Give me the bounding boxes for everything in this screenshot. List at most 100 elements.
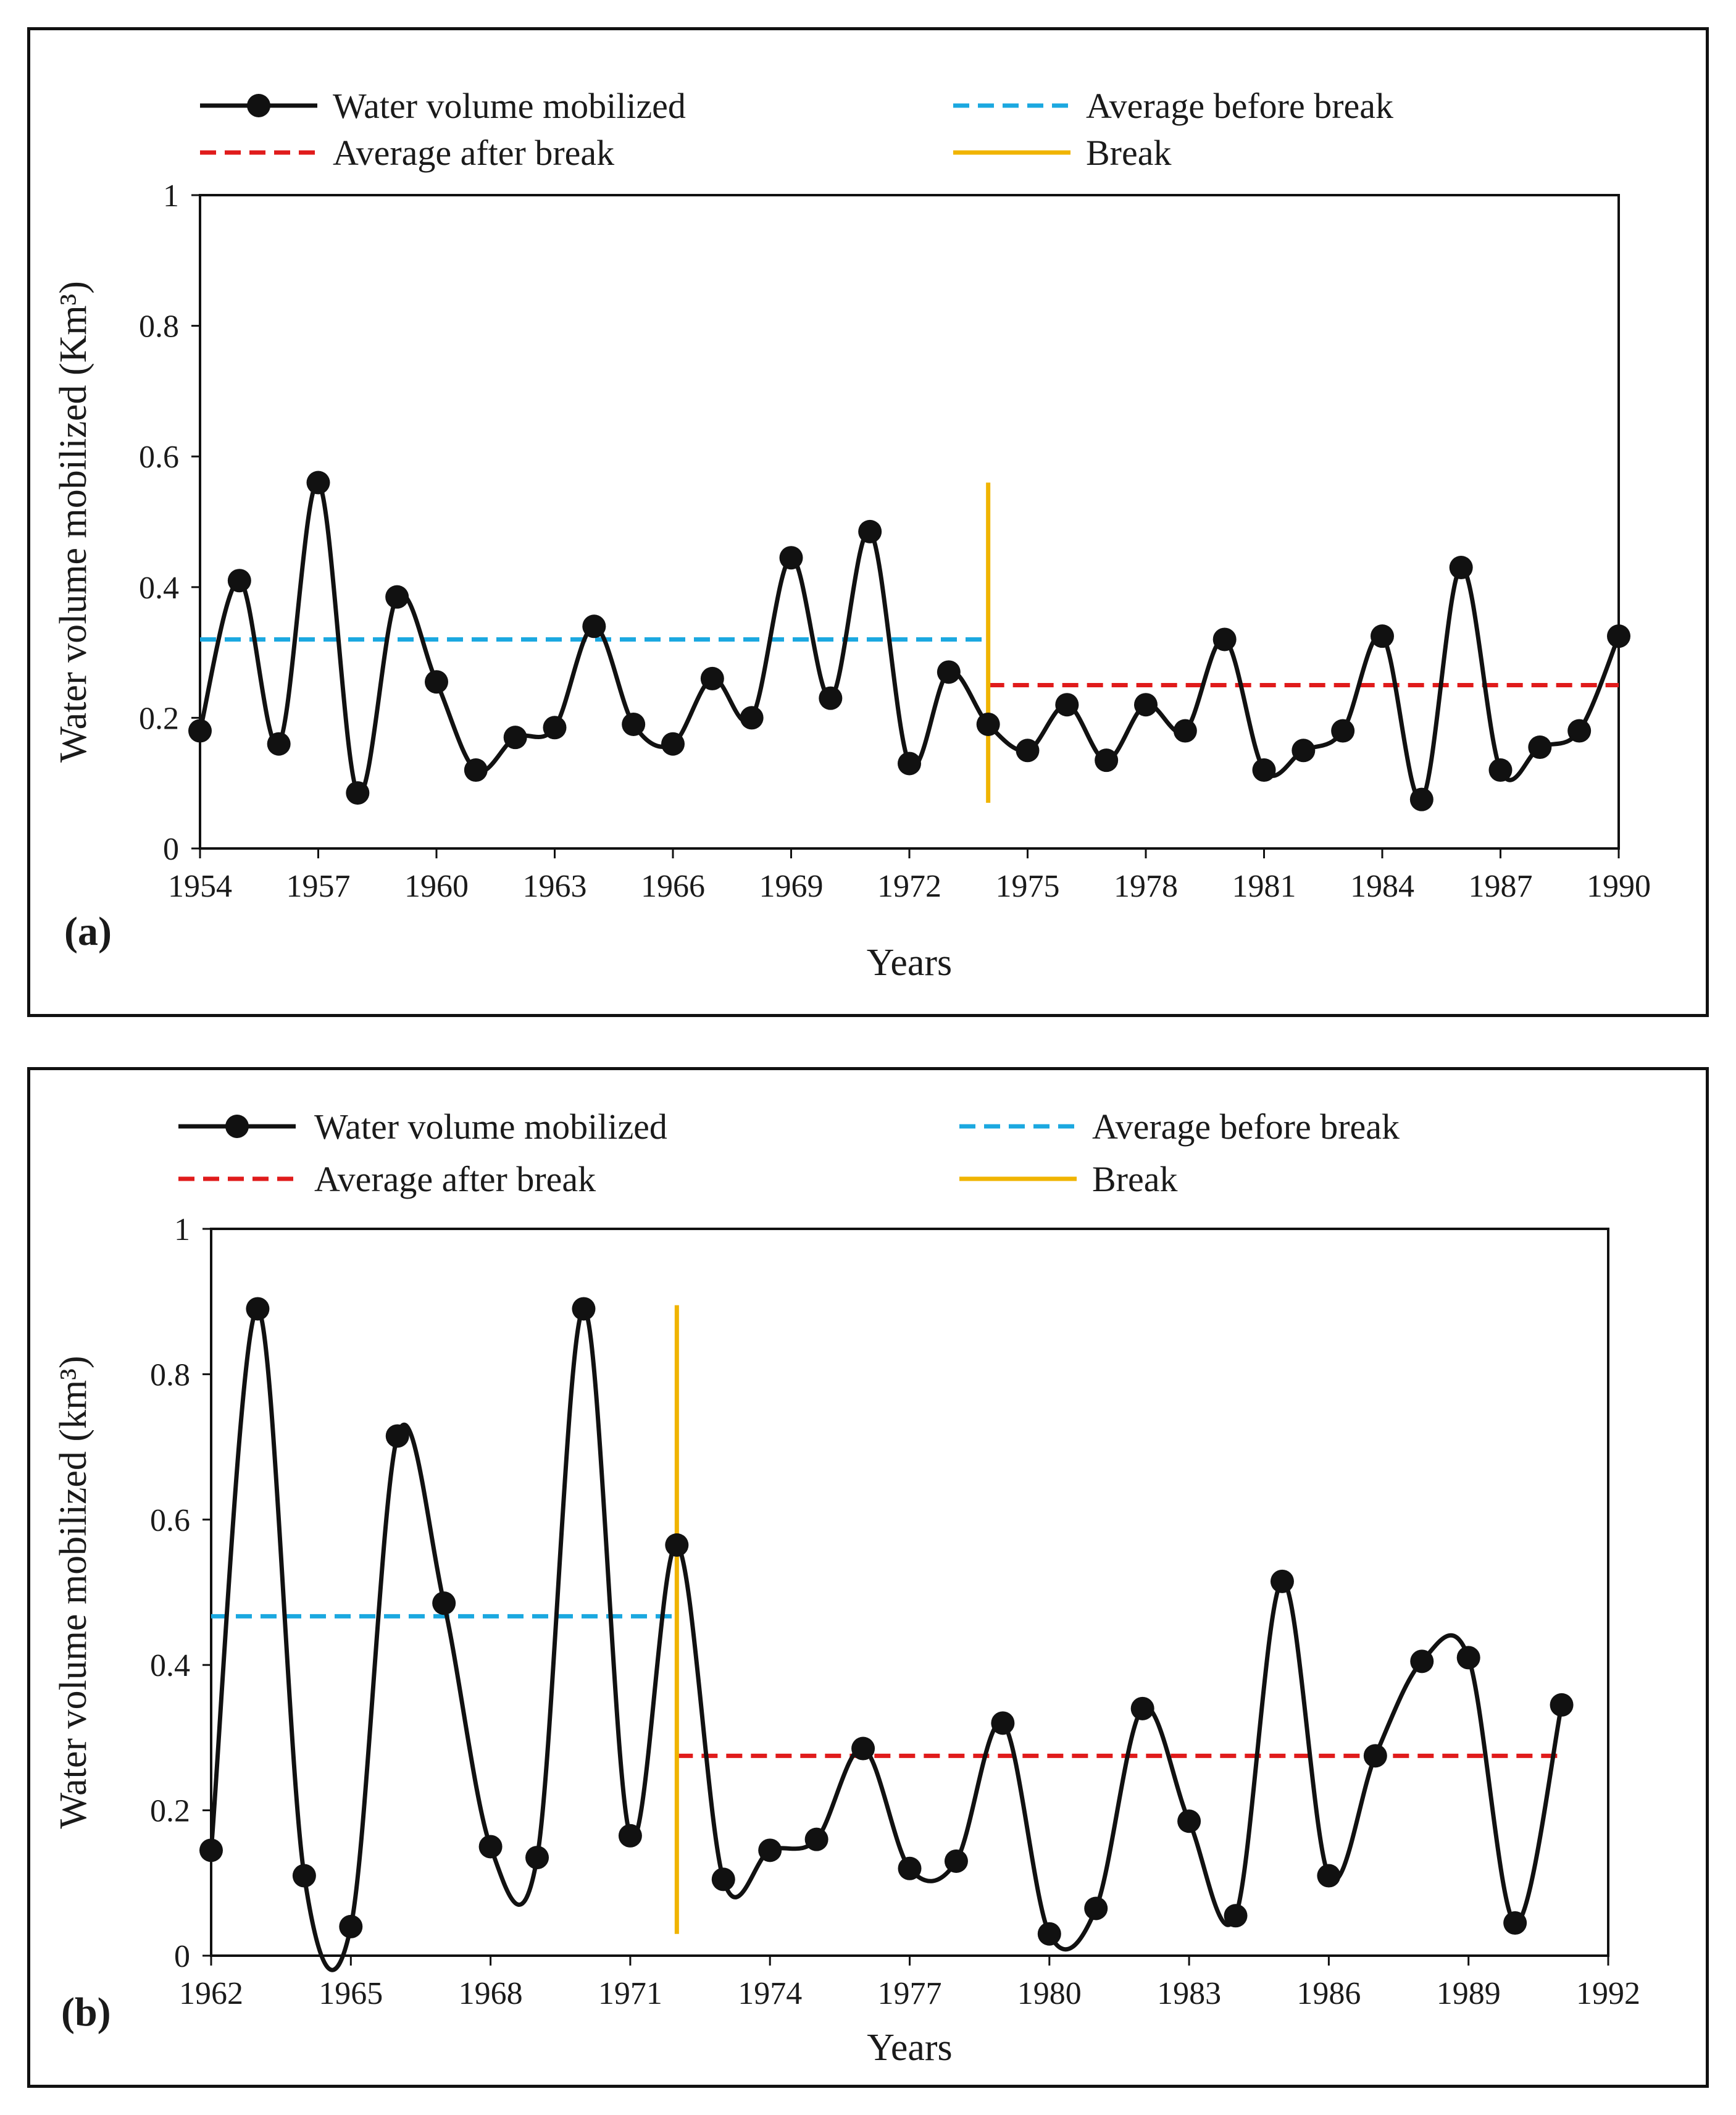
x-tick-label: 1986: [1296, 1976, 1361, 2011]
x-tick-label: 1965: [319, 1976, 383, 2011]
data-point: [267, 732, 291, 756]
data-point: [622, 712, 646, 736]
x-tick-label: 1968: [459, 1976, 523, 2011]
data-point: [227, 569, 251, 593]
data-point: [976, 712, 1000, 736]
data-point: [339, 1914, 363, 1938]
data-point: [1177, 1809, 1201, 1833]
data-point: [804, 1827, 828, 1851]
data-point: [385, 585, 409, 609]
data-point: [1488, 758, 1513, 782]
data-point: [991, 1711, 1015, 1735]
y-tick-label: 0.6: [150, 1503, 190, 1538]
data-point: [1016, 739, 1040, 763]
data-point: [858, 519, 882, 543]
x-tick-label: 1984: [1350, 869, 1414, 904]
y-axis-title: Water volume mobilized (km³): [52, 1356, 94, 1829]
data-point: [1134, 693, 1158, 717]
legend-series-marker: [247, 94, 270, 117]
legend: Water volume mobilized Average before bre…: [178, 1107, 1400, 1199]
data-point: [1317, 1864, 1341, 1888]
y-tick-label: 0: [174, 1939, 190, 1974]
x-tick-label: 1972: [877, 869, 941, 904]
data-point: [425, 670, 448, 694]
x-tick-label: 1963: [523, 869, 587, 904]
y-tick-label: 0: [163, 832, 179, 867]
data-point: [582, 614, 606, 639]
data-point: [1212, 627, 1237, 651]
y-tick-label: 0.2: [150, 1794, 190, 1829]
data-point: [478, 1835, 503, 1859]
data-point: [1567, 719, 1592, 743]
legend-before-label: Average before break: [1092, 1107, 1400, 1147]
y-tick-label: 0.6: [139, 440, 179, 475]
water-volume-series-line: [209, 1306, 1564, 1972]
y-tick-label: 0.2: [139, 701, 179, 736]
data-point: [665, 1533, 689, 1557]
x-tick-label: 1971: [598, 1976, 662, 2011]
data-point: [1084, 1896, 1108, 1920]
x-tick-label: 1975: [996, 869, 1060, 904]
x-tick-label: 1957: [286, 869, 351, 904]
data-point: [740, 706, 764, 730]
data-point: [1409, 787, 1433, 811]
data-point: [1331, 719, 1355, 743]
data-point: [306, 471, 330, 495]
data-point: [292, 1864, 316, 1888]
x-tick-label: 1983: [1157, 1976, 1221, 2011]
chart-a-svg: Water volume mobilized Average before bre…: [52, 86, 1651, 984]
data-point: [385, 1424, 409, 1448]
plot-area-frame: [210, 1228, 1609, 1957]
data-point: [1550, 1693, 1574, 1717]
data-point: [661, 732, 685, 756]
data-point: [432, 1591, 456, 1615]
data-point: [572, 1297, 596, 1321]
panel-label: (a): [64, 909, 112, 954]
data-point: [1410, 1649, 1434, 1673]
x-axis-title: Years: [867, 2027, 952, 2069]
legend-after-label: Average after break: [314, 1159, 596, 1199]
data-point: [1292, 739, 1316, 763]
legend-after-label: Average after break: [333, 133, 614, 173]
y-tick-label: 0.8: [139, 309, 179, 345]
x-tick-label: 1977: [878, 1976, 942, 2011]
data-point: [779, 546, 803, 570]
y-tick-label: 0.8: [150, 1357, 190, 1393]
x-tick-label: 1980: [1017, 1976, 1082, 2011]
data-point: [618, 1824, 642, 1848]
x-tick-label: 1990: [1587, 869, 1651, 904]
x-tick-label: 1969: [759, 869, 824, 904]
x-tick-label: 1992: [1576, 1976, 1640, 2011]
data-point: [851, 1736, 875, 1761]
x-tick-label: 1981: [1232, 869, 1296, 904]
data-point: [346, 781, 370, 805]
data-point: [1528, 735, 1552, 760]
data-point: [937, 660, 961, 684]
data-point: [503, 726, 527, 750]
y-tick-label: 0.4: [139, 571, 179, 606]
y-axis-title: Water volume mobilized (Km³): [52, 281, 94, 763]
data-point: [1363, 1744, 1387, 1768]
data-point: [1055, 693, 1079, 717]
data-point: [1371, 624, 1394, 648]
data-point: [1095, 748, 1119, 773]
data-point: [543, 716, 567, 740]
legend-series-marker: [225, 1115, 249, 1138]
data-point: [711, 1867, 735, 1891]
chart-panel-a: Water volume mobilized Average before bre…: [27, 27, 1709, 1017]
chart-b-svg: Water volume mobilized Average before bre…: [52, 1107, 1640, 2069]
data-point: [1037, 1922, 1061, 1946]
x-tick-label: 1987: [1469, 869, 1533, 904]
data-point: [700, 666, 724, 690]
data-point: [1503, 1911, 1527, 1935]
data-point: [1173, 719, 1197, 743]
data-point: [1224, 1904, 1248, 1928]
legend: Water volume mobilized Average before bre…: [200, 86, 1393, 173]
y-tick-label: 1: [163, 178, 179, 214]
data-point: [1130, 1696, 1154, 1720]
data-point: [819, 686, 843, 710]
legend-before-label: Average before break: [1086, 86, 1393, 126]
x-tick-label: 1954: [168, 869, 232, 904]
data-point: [464, 758, 488, 782]
legend-break-label: Break: [1086, 133, 1172, 173]
